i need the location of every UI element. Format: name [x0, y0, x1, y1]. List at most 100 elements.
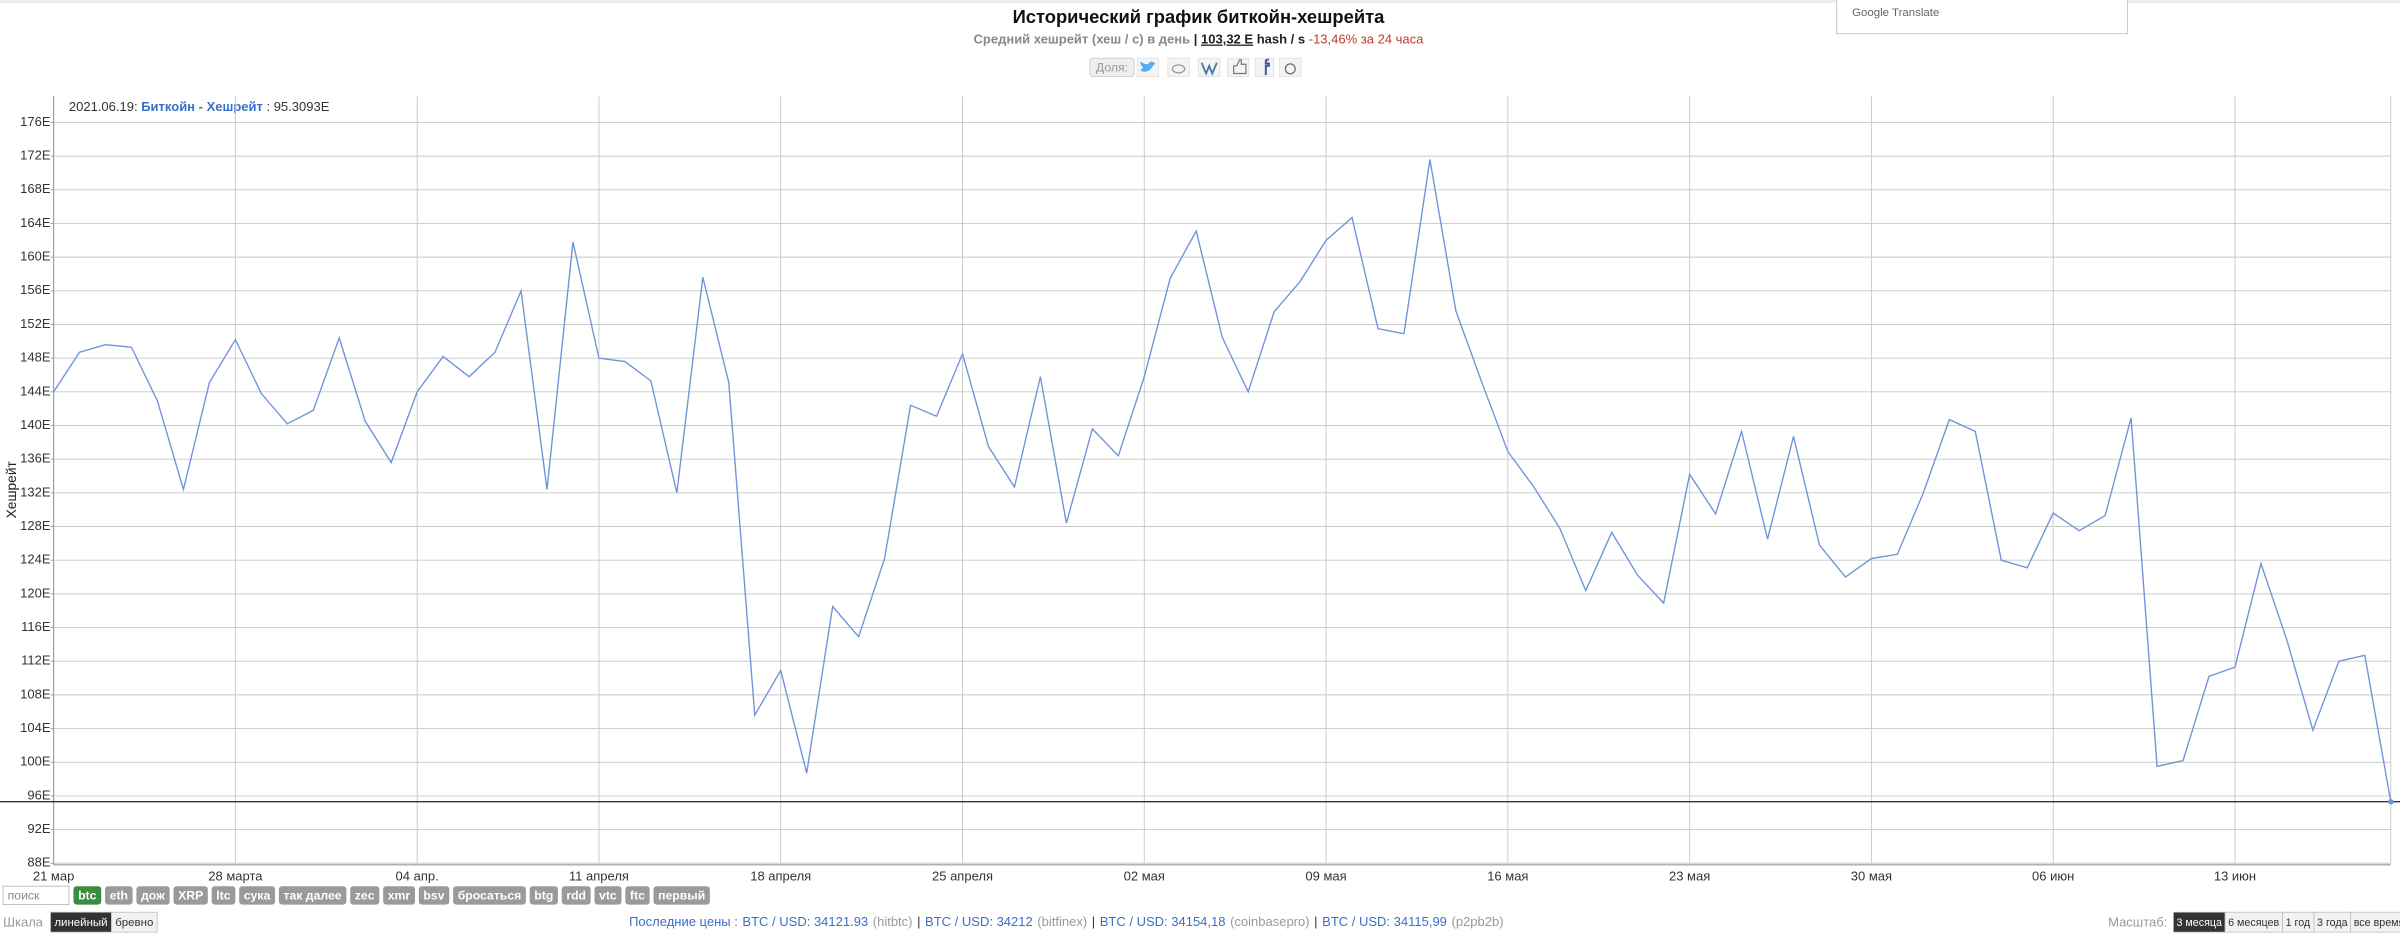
y-tick-label: 116E: [21, 619, 51, 634]
tag-button[interactable]: [136, 886, 170, 905]
price-pair[interactable]: BTC / USD: 34212: [925, 914, 1033, 929]
tag-button[interactable]: [383, 886, 416, 905]
y-tick-label: 128E: [20, 518, 51, 533]
zoom-options: 3 месяца 6 месяцев 1 год 3 года все время: [2173, 911, 2400, 933]
price-pair[interactable]: BTC / USD: 34115,99: [1322, 914, 1447, 929]
zoom-option: 6 месяцев: [2228, 917, 2279, 929]
y-tick-label: 112E: [21, 653, 51, 668]
tag-button[interactable]: [453, 886, 526, 905]
y-tick-label: 144E: [20, 383, 51, 398]
subtitle: Средний хешрейт (хеш / с) в день | 103,3…: [974, 32, 1425, 47]
y-tick-label: 140E: [20, 417, 51, 432]
x-tick-label: 13 июн: [2214, 868, 2256, 883]
y-tick-label: 160E: [20, 249, 51, 264]
price-exchange: (bitfinex): [1037, 914, 1087, 929]
tag-label: rdd: [566, 888, 586, 902]
series-line: [53, 159, 2392, 802]
reddit-icon[interactable]: [1167, 57, 1190, 77]
y-tick-label: 148E: [20, 350, 51, 365]
tag-label: vtc: [599, 888, 617, 902]
zoom-option: 1 год: [2286, 917, 2311, 929]
facebook-icon[interactable]: [1254, 57, 1274, 77]
prices-label: Последние цены :: [629, 914, 738, 929]
plot: 88E 92E 96E 100E 104E 108E 112E 116E 120E 124E 128…: [0, 96, 2400, 883]
y-tick-label: 104E: [20, 720, 51, 735]
tag-label: xmr: [388, 888, 411, 902]
scale-option: бревно: [115, 917, 153, 929]
tag-button[interactable]: [239, 886, 276, 905]
translate-label[interactable]: Google Translate: [1852, 7, 1939, 19]
tag-label: ltc: [216, 888, 230, 902]
price-exchange: (hitbtc): [873, 914, 913, 929]
y-tick-label: 120E: [20, 585, 51, 600]
zoom-option: все время: [2354, 917, 2400, 929]
weibo-icon[interactable]: [1279, 57, 1302, 77]
tag-label: ftc: [630, 888, 645, 902]
tag-button[interactable]: [594, 886, 622, 905]
tag-label: первый: [658, 888, 705, 902]
tooltip-date: 2021.06.19:: [69, 99, 138, 114]
x-tick-label: 18 апреля: [750, 868, 811, 883]
zoom-button[interactable]: [2350, 911, 2400, 933]
price-pair[interactable]: BTC / USD: 34154,18: [1100, 914, 1226, 929]
like-icon[interactable]: [1227, 57, 1250, 77]
share-icons: [1136, 57, 1302, 77]
tag-button[interactable]: [418, 886, 450, 905]
tag-label: zec: [355, 888, 375, 902]
tag-button[interactable]: [105, 886, 133, 905]
hashrate-unit: hash / s: [1257, 32, 1305, 47]
y-tick-label: 88E: [27, 855, 50, 870]
tag-label: сука: [244, 888, 271, 902]
y-tick-label: 132E: [20, 484, 51, 499]
x-tick-label: 23 мая: [1669, 868, 1710, 883]
x-tick-label: 28 марта: [208, 868, 263, 883]
last-prices: Последние цены : BTC / USD: 34121.93 (hitb…: [629, 914, 1503, 929]
search-input[interactable]: [2, 885, 70, 906]
tag-button[interactable]: [350, 886, 380, 905]
tag-button[interactable]: [529, 886, 558, 905]
tag-button[interactable]: [625, 886, 650, 905]
current-hashrate[interactable]: 103,32 E: [1201, 32, 1253, 47]
price-exchange: (p2pb2b): [1452, 914, 1504, 929]
price-pair[interactable]: BTC / USD: 34121.93: [742, 914, 868, 929]
zoom-option: 3 года: [2317, 917, 2348, 929]
tag-bar: btc eth дож XRP ltc сука так далее zec xmr bsv бро…: [73, 886, 710, 905]
y-tick-label: 156E: [20, 282, 51, 297]
x-tick-label: 04 апр.: [396, 868, 439, 883]
tag-label: так далее: [283, 888, 341, 902]
tag-button[interactable]: [211, 886, 236, 905]
scale-button[interactable]: [111, 911, 158, 933]
vk-glyph: [1200, 62, 1218, 76]
tag-label: бросаться: [458, 888, 522, 902]
price-separator: |: [917, 914, 920, 929]
x-tick-label: 11 апреля: [569, 868, 629, 883]
tooltip-series: Биткойн - Хешрейт: [141, 99, 263, 114]
zoom-option: 3 месяца: [2177, 917, 2223, 929]
zoom-label: Масштаб:: [2108, 914, 2167, 929]
tag-button[interactable]: [173, 886, 208, 905]
page-title: Исторический график биткойн-хешрейта: [1013, 6, 1386, 27]
tag-button[interactable]: [561, 886, 591, 905]
y-tick-label: 100E: [20, 754, 51, 769]
share-button[interactable]: [1089, 57, 1135, 77]
hashrate-change: -13,46% за 24 часа: [1309, 32, 1424, 47]
y-tick-label: 124E: [20, 552, 51, 567]
x-tick-label: 09 мая: [1305, 868, 1346, 883]
tooltip: 2021.06.19: Биткойн - Хешрейт : 95.3093E: [69, 99, 330, 114]
subtitle-separator: |: [1194, 32, 1198, 47]
x-tick-label: 25 апреля: [932, 868, 993, 883]
tag-button[interactable]: [653, 886, 710, 905]
y-tick-label: 176E: [20, 114, 51, 129]
tag-label: btc: [78, 888, 97, 902]
x-tick-label: 06 июн: [2032, 868, 2074, 883]
y-tick-label: 136E: [20, 451, 51, 466]
top-strip: [0, 0, 2400, 4]
share-label: Доля:: [1096, 60, 1128, 74]
tag-button[interactable]: [278, 886, 347, 905]
translate-box: [1836, 0, 2129, 35]
weibo-glyph: [1284, 63, 1296, 75]
price-exchange: (coinbasepro): [1230, 914, 1310, 929]
tag-button[interactable]: [73, 886, 102, 905]
